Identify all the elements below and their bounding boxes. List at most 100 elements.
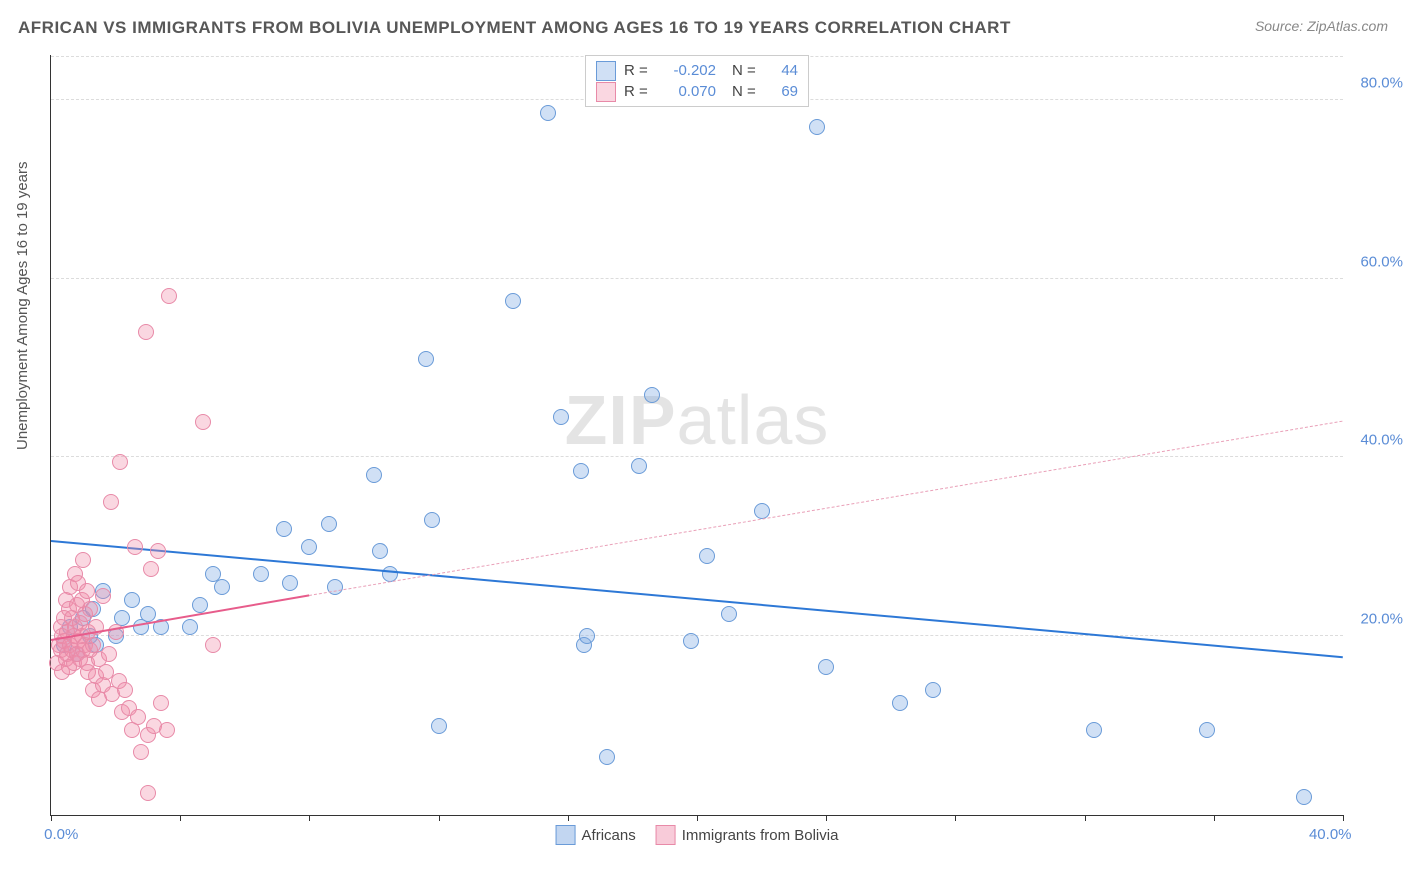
data-point [644,387,660,403]
gridline [51,278,1343,279]
data-point [631,458,647,474]
x-tick-label: 40.0% [1309,826,1352,843]
data-point [327,579,343,595]
data-point [1296,789,1312,805]
data-point [540,105,556,121]
legend-swatch [656,825,676,845]
legend-item: Immigrants from Bolivia [656,825,839,845]
data-point [124,592,140,608]
y-tick-label: 40.0% [1353,432,1403,449]
x-tick [439,815,440,821]
watermark-atlas: atlas [677,381,830,459]
data-point [579,628,595,644]
data-point [127,539,143,555]
data-point [553,409,569,425]
data-point [161,288,177,304]
n-label: N = [732,60,760,81]
data-point [372,543,388,559]
x-tick [51,815,52,821]
data-point [599,749,615,765]
correlation-legend: R = -0.202 N = 44 R = 0.070 N = 69 [585,55,809,107]
data-point [366,467,382,483]
x-tick [1214,815,1215,821]
data-point [301,539,317,555]
chart-title: AFRICAN VS IMMIGRANTS FROM BOLIVIA UNEMP… [18,18,1011,38]
data-point [140,785,156,801]
data-point [505,293,521,309]
data-point [133,744,149,760]
data-point [159,722,175,738]
data-point [382,566,398,582]
data-point [82,601,98,617]
legend-swatch [556,825,576,845]
data-point [138,324,154,340]
legend-item: Africans [556,825,636,845]
y-tick-label: 20.0% [1353,611,1403,628]
watermark-zip: ZIP [565,381,677,459]
legend-swatch [596,61,616,81]
data-point [431,718,447,734]
data-point [276,521,292,537]
data-point [721,606,737,622]
r-label: R = [624,81,652,102]
legend-stat-row: R = 0.070 N = 69 [596,81,798,102]
x-tick [309,815,310,821]
r-value: 0.070 [660,81,716,102]
data-point [1199,722,1215,738]
data-point [75,552,91,568]
data-point [818,659,834,675]
n-value: 69 [768,81,798,102]
data-point [103,494,119,510]
source-attribution: Source: ZipAtlas.com [1255,18,1388,34]
x-tick [180,815,181,821]
legend-label: Africans [582,827,636,844]
data-point [925,682,941,698]
data-point [101,646,117,662]
x-tick [568,815,569,821]
r-value: -0.202 [660,60,716,81]
legend-stat-row: R = -0.202 N = 44 [596,60,798,81]
x-tick [697,815,698,821]
x-tick [1343,815,1344,821]
data-point [321,516,337,532]
data-point [1086,722,1102,738]
source-name: ZipAtlas.com [1307,18,1388,34]
series-legend: Africans Immigrants from Bolivia [556,825,839,845]
x-tick-label: 0.0% [44,826,78,843]
x-tick [826,815,827,821]
data-point [892,695,908,711]
data-point [79,583,95,599]
data-point [95,588,111,604]
data-point [130,709,146,725]
data-point [683,633,699,649]
data-point [424,512,440,528]
data-point [253,566,269,582]
gridline [51,456,1343,457]
data-point [143,561,159,577]
n-label: N = [732,81,760,102]
legend-swatch [596,82,616,102]
r-label: R = [624,60,652,81]
data-point [214,579,230,595]
data-point [418,351,434,367]
trend-line [309,421,1343,596]
data-point [112,454,128,470]
data-point [195,414,211,430]
y-axis-label: Unemployment Among Ages 16 to 19 years [14,161,31,450]
data-point [182,619,198,635]
n-value: 44 [768,60,798,81]
data-point [140,606,156,622]
legend-label: Immigrants from Bolivia [682,827,839,844]
x-tick [955,815,956,821]
data-point [192,597,208,613]
watermark: ZIPatlas [565,380,830,460]
data-point [150,543,166,559]
scatter-plot-area: ZIPatlas R =-0.202N =44R =0.070N =69 Afr… [50,55,1343,816]
data-point [153,695,169,711]
data-point [117,682,133,698]
x-tick [1085,815,1086,821]
source-prefix: Source: [1255,18,1307,34]
data-point [573,463,589,479]
data-point [809,119,825,135]
y-tick-label: 80.0% [1353,74,1403,91]
